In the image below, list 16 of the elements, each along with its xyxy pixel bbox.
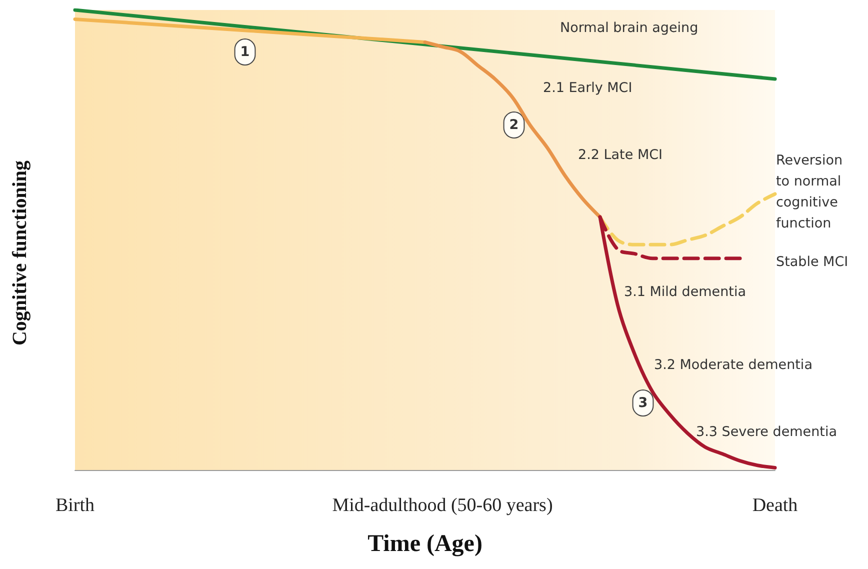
- x-tick-label: Death: [752, 495, 798, 516]
- y-axis-title: Cognitive functioning: [9, 160, 31, 346]
- x-axis-title: Time (Age): [368, 531, 482, 557]
- annotation: Normal brain ageing: [560, 20, 698, 36]
- annotation: 3.2 Moderate dementia: [654, 357, 812, 373]
- annotation: 3.1 Mild dementia: [624, 284, 746, 300]
- x-tick-label: Birth: [55, 495, 96, 516]
- annotation: 3.3 Severe dementia: [696, 424, 837, 440]
- text: Stable MCI: [776, 254, 848, 270]
- annotation: 3: [638, 395, 648, 411]
- x-tick-label: Mid-adulthood (50-60 years): [332, 495, 553, 516]
- annotation: 2.1 Early MCI: [543, 80, 632, 96]
- annotation: 2: [509, 117, 519, 133]
- text: Reversion to normal cognitive function: [776, 152, 843, 232]
- annotation: 1: [240, 44, 250, 60]
- annotation: 2.2 Late MCI: [578, 147, 663, 163]
